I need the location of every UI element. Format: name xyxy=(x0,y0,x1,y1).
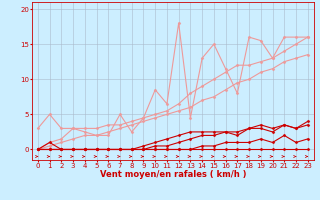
X-axis label: Vent moyen/en rafales ( km/h ): Vent moyen/en rafales ( km/h ) xyxy=(100,170,246,179)
